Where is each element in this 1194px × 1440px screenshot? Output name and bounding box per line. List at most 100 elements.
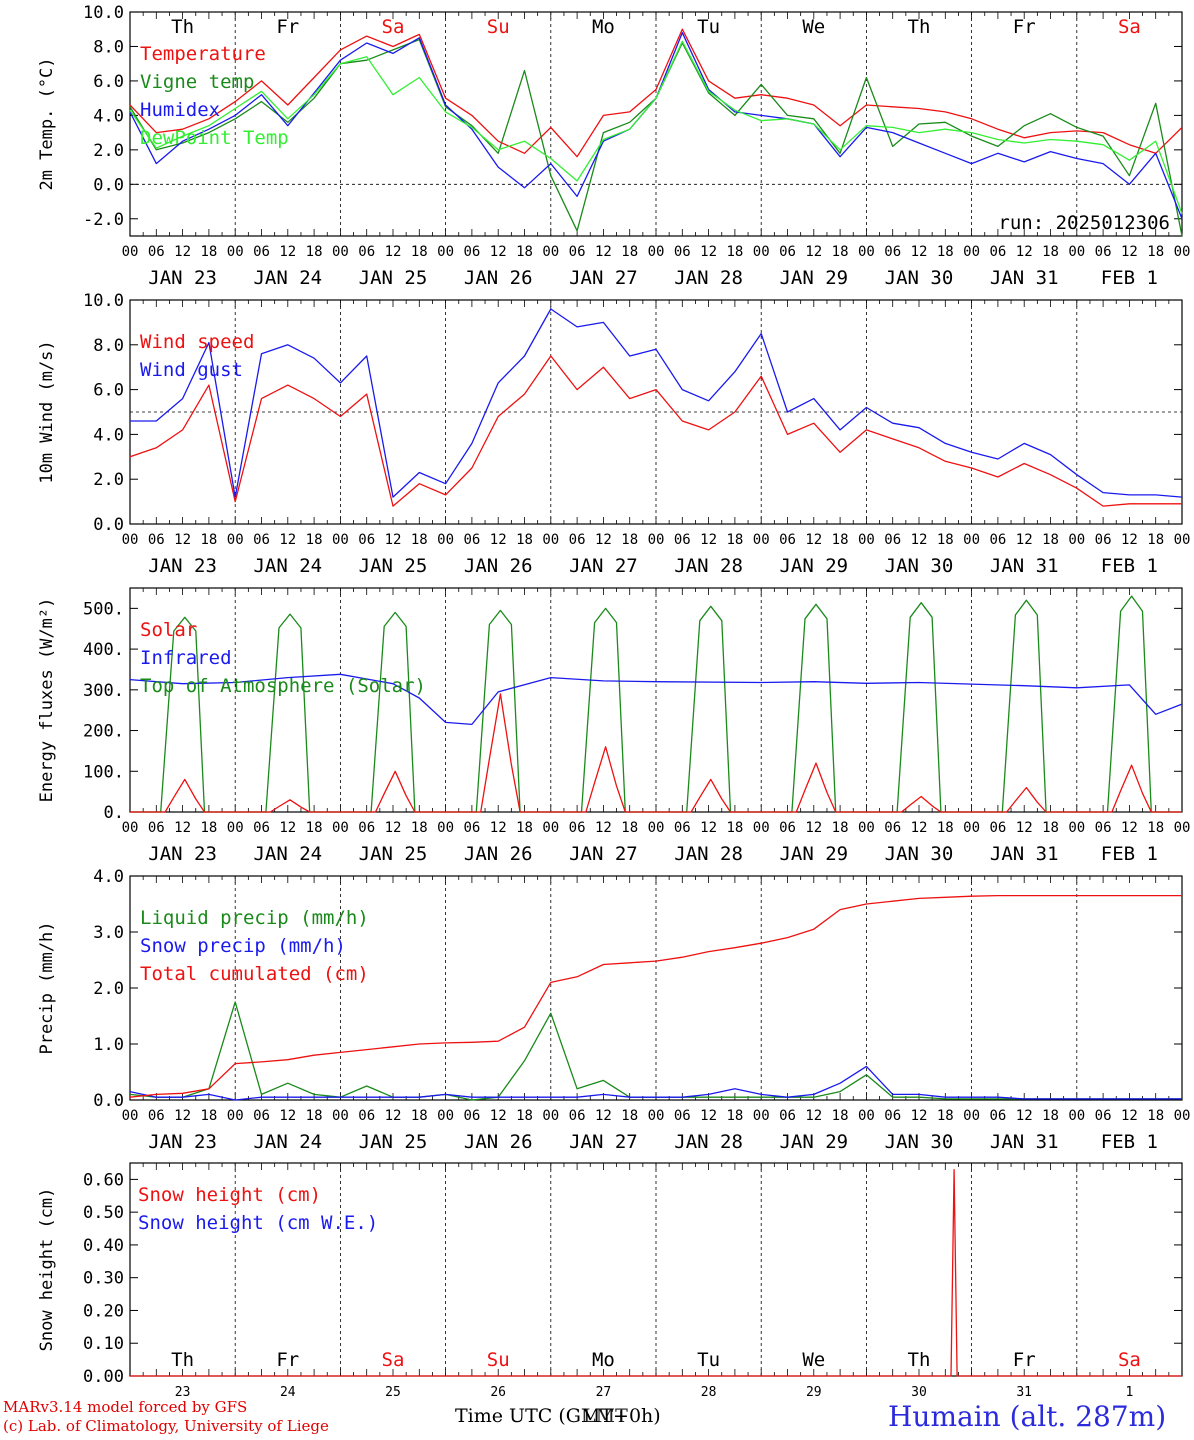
hour-tick-label: 00: [437, 532, 454, 548]
hour-tick-label: 12: [595, 532, 612, 548]
hour-tick-label: 18: [200, 1108, 217, 1124]
hour-tick-label: 18: [306, 244, 323, 260]
date-label: JAN 30: [885, 267, 954, 289]
hour-tick-label: 18: [411, 1108, 428, 1124]
hour-tick-label: 00: [648, 532, 665, 548]
date-label: FEB 1: [1101, 843, 1158, 865]
y-tick-label: 2.0: [93, 141, 124, 161]
weekday-label: Th: [171, 1349, 194, 1371]
series-line-2: [129, 1065, 1182, 1101]
hour-tick-label: 00: [122, 532, 139, 548]
y-tick-label: 0.60: [83, 1170, 124, 1190]
date-label: JAN 31: [990, 555, 1059, 577]
series-line-3: [129, 894, 1182, 1098]
hour-tick-label: 06: [674, 244, 691, 260]
y-axis-label: 2m Temp. (°C): [37, 57, 57, 190]
hour-tick-label: 12: [805, 820, 822, 836]
hour-tick-label: 12: [174, 1108, 191, 1124]
day-number-label: 27: [596, 1385, 612, 1400]
hour-tick-label: 06: [463, 532, 480, 548]
hour-tick-label: 00: [858, 244, 875, 260]
series-line-2: [130, 308, 1183, 498]
hour-tick-label: 00: [858, 1108, 875, 1124]
y-tick-label: 400.: [83, 640, 124, 660]
y-tick-label: 8.0: [93, 336, 124, 356]
station-title: Humain (alt. 287m): [888, 1400, 1167, 1433]
y-tick-label: 500.: [83, 599, 124, 619]
date-label: JAN 24: [253, 843, 322, 865]
hour-tick-label: 18: [937, 1108, 954, 1124]
legend-entry: Snow height (cm W.E.): [138, 1212, 378, 1234]
hour-tick-label: 18: [832, 1108, 849, 1124]
hour-tick-label: 00: [332, 1108, 349, 1124]
date-label: JAN 27: [569, 267, 638, 289]
weekday-label: Th: [908, 16, 931, 38]
hour-tick-label: 00: [648, 244, 665, 260]
date-label: JAN 31: [990, 843, 1059, 865]
hour-tick-label: 18: [516, 820, 533, 836]
hour-tick-label: 18: [1147, 532, 1164, 548]
date-label: JAN 23: [148, 267, 217, 289]
date-label: JAN 30: [885, 1131, 954, 1153]
hour-tick-label: 12: [595, 820, 612, 836]
y-axis-label: Precip (mm/h): [37, 921, 57, 1054]
hour-tick-label: 12: [174, 244, 191, 260]
hour-tick-label: 06: [779, 244, 796, 260]
y-tick-label: 2.0: [93, 470, 124, 490]
hour-tick-label: 06: [358, 244, 375, 260]
hour-tick-label: 18: [832, 532, 849, 548]
hour-tick-label: 18: [1042, 244, 1059, 260]
hour-tick-label: 06: [884, 532, 901, 548]
hour-tick-label: 06: [569, 1108, 586, 1124]
hour-tick-label: 18: [306, 1108, 323, 1124]
weekday-label: Su: [487, 1349, 510, 1371]
y-tick-label: 10.0: [83, 3, 124, 23]
x-axis-title: Time UTC (GMT+0h): [455, 1405, 661, 1427]
panel-4: 0.0 1.0 2.0 3.0 4.0 Precip (mm/h) 00 06 12 18 00 06…: [37, 867, 1190, 1153]
legend-entry: Top of Atmosphere (Solar): [140, 675, 426, 697]
hour-tick-label: 06: [1095, 532, 1112, 548]
legend-entry: Liquid precip (mm/h): [140, 907, 369, 929]
hour-tick-label: 12: [279, 244, 296, 260]
hour-tick-label: 06: [148, 532, 165, 548]
legend-entry: Wind speed: [140, 331, 254, 353]
hour-tick-label: 06: [463, 244, 480, 260]
weekday-label: Fr: [276, 1349, 299, 1371]
hour-tick-label: 06: [989, 532, 1006, 548]
y-tick-label: 8.0: [93, 37, 124, 57]
day-number-label: 26: [490, 1385, 506, 1400]
hour-tick-label: 00: [1068, 244, 1085, 260]
hour-tick-label: 00: [122, 820, 139, 836]
hour-tick-label: 06: [779, 532, 796, 548]
hour-tick-label: 18: [726, 820, 743, 836]
hour-tick-label: 12: [1016, 820, 1033, 836]
hour-tick-label: 06: [1095, 1108, 1112, 1124]
hour-tick-label: 00: [1174, 244, 1191, 260]
y-tick-label: 0.30: [83, 1269, 124, 1289]
credit-line-2: (c) Lab. of Climatology, University of L…: [3, 1417, 329, 1435]
plot-frame: [129, 587, 1183, 813]
hour-tick-label: 18: [621, 244, 638, 260]
hour-tick-label: 18: [1147, 244, 1164, 260]
hour-tick-label: 06: [463, 820, 480, 836]
hour-tick-label: 12: [490, 532, 507, 548]
hour-tick-label: 00: [1174, 820, 1191, 836]
hour-tick-label: 18: [832, 820, 849, 836]
credit-block: MARv3.14 model forced by GFS (c) Lab. of…: [3, 1398, 329, 1436]
hour-tick-label: 00: [1068, 820, 1085, 836]
hour-tick-label: 18: [411, 820, 428, 836]
y-tick-label: 0.40: [83, 1236, 124, 1256]
hour-tick-label: 06: [674, 820, 691, 836]
legend-entry: Infrared: [140, 647, 232, 669]
date-label: JAN 25: [359, 555, 428, 577]
legend-entry: Humidex: [140, 99, 220, 121]
hour-tick-label: 18: [200, 532, 217, 548]
hour-tick-label: 06: [253, 1108, 270, 1124]
hour-tick-label: 18: [621, 532, 638, 548]
hour-tick-label: 18: [516, 244, 533, 260]
hour-tick-label: 06: [358, 532, 375, 548]
hour-tick-label: 00: [753, 820, 770, 836]
weekday-label: Sa: [382, 1349, 405, 1371]
y-tick-label: 200.: [83, 722, 124, 742]
date-label: FEB 1: [1101, 1131, 1158, 1153]
